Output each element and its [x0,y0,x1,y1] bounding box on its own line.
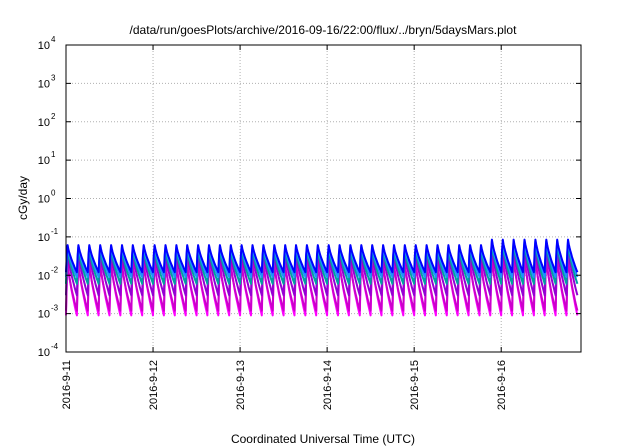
y-tick-label: 10 [38,270,50,282]
series-line-5 [65,238,579,274]
y-tick-label: 10 [38,155,50,167]
y-tick-label: 10 [38,347,50,359]
y-tick-exponent: 4 [51,35,56,44]
y-tick-exponent: -4 [51,342,59,351]
y-tick-exponent: 0 [51,189,56,198]
x-tick-label: 2016-9-13 [235,360,247,410]
y-tick-exponent: 3 [51,73,56,82]
y-tick-label: 10 [38,117,50,129]
x-tick-label: 2016-9-12 [148,360,160,410]
y-tick-label: 10 [38,40,50,52]
y-tick-exponent: -3 [51,304,59,313]
series-group [65,238,579,317]
x-tick-label: 2016-9-14 [322,360,334,410]
x-tick-label: 2016-9-15 [409,360,421,410]
y-tick-exponent: -2 [51,265,59,274]
y-axis-label: cGy/day [16,176,30,220]
chart-title: /data/run/goesPlots/archive/2016-09-16/2… [130,23,518,37]
x-tick-label: 2016-9-11 [61,360,73,409]
y-tick-label: 10 [38,78,50,90]
y-tick-exponent: 2 [51,112,56,121]
y-tick-label: 10 [38,309,50,321]
y-tick-label: 10 [38,232,50,244]
x-axis: 2016-9-11 2016-9-12 2016-9-13 2016-9-14 2016… [61,45,508,410]
x-axis-label: Coordinated Universal Time (UTC) [231,432,415,446]
y-tick-exponent: -1 [51,227,59,236]
x-tick-label: 2016-9-16 [496,360,508,410]
y-tick-label: 10 [38,194,50,206]
y-tick-exponent: 1 [51,150,56,159]
